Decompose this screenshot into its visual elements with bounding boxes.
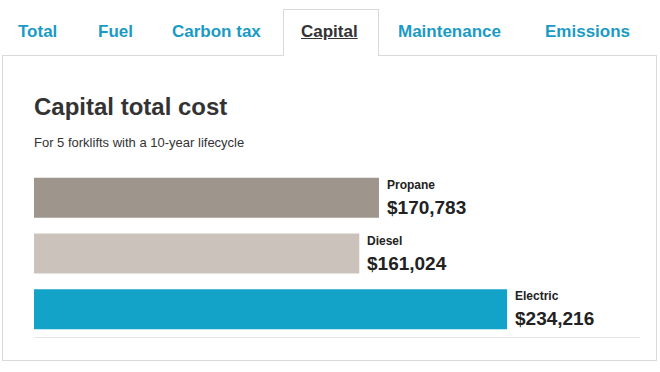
html-text:For 5 forklifts with a 10-year: For 5 forklifts with a 10-year lifecycle bbox=[34, 135, 245, 150]
html-text:Maintenance: Maintenance bbox=[398, 22, 501, 41]
svg-text:Diesel$161,024: Diesel$161,024 bbox=[367, 234, 447, 274]
html-text:Total: Total bbox=[18, 22, 58, 41]
svg-text:Electric$234,216: Electric$234,216 bbox=[515, 289, 594, 329]
html-text:Capital: Capital bbox=[301, 22, 358, 41]
svg-text:Propane$170,783: Propane$170,783 bbox=[387, 178, 466, 218]
html-text:Carbon tax: Carbon tax bbox=[172, 22, 261, 41]
html-text:Capital total cost: Capital total cost bbox=[34, 93, 228, 120]
html-text:Emissions: Emissions bbox=[545, 22, 630, 41]
html-text:Fuel: Fuel bbox=[98, 22, 133, 41]
